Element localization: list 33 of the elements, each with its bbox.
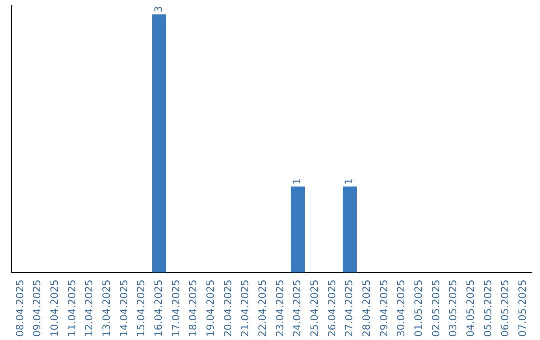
x-tick-label: 19.04.2025 — [206, 280, 217, 338]
x-tick-label: 04.05.2025 — [466, 280, 477, 338]
data-label: 3 — [154, 6, 165, 13]
x-tick-label: 05.05.2025 — [483, 280, 494, 338]
x-tick-label: 06.05.2025 — [500, 280, 512, 338]
x-tick-label: 15.04.2025 — [136, 280, 148, 338]
x-tick-label: 27.04.2025 — [344, 280, 356, 338]
x-tick-label: 25.04.2025 — [310, 280, 321, 338]
x-tick-label: 13.04.2025 — [102, 280, 113, 338]
x-tick-label: 29.04.2025 — [379, 280, 390, 338]
x-tick-label: 09.04.2025 — [32, 280, 44, 338]
x-tick-label: 08.04.2025 — [15, 280, 26, 338]
x-tick-label: 28.04.2025 — [362, 280, 373, 338]
x-tick-label: 07.05.2025 — [518, 280, 529, 338]
x-tick-label: 11.04.2025 — [67, 280, 78, 338]
x-tick-label: 18.04.2025 — [188, 280, 200, 338]
x-tick-label: 12.04.2025 — [84, 280, 96, 338]
x-tick-label: 10.04.2025 — [50, 280, 61, 338]
x-tick-label: 30.04.2025 — [396, 280, 408, 338]
x-tick-label: 01.05.2025 — [414, 280, 425, 338]
x-tick-label: 14.04.2025 — [119, 280, 130, 338]
x-tick-label: 20.04.2025 — [223, 280, 234, 338]
x-tick-label: 26.04.2025 — [327, 280, 338, 338]
x-tick-label: 17.04.2025 — [171, 280, 182, 338]
x-tick-label: 02.05.2025 — [431, 280, 442, 338]
x-tick-label: 24.04.2025 — [292, 280, 304, 338]
x-tick-label: 16.04.2025 — [154, 280, 165, 338]
x-tick-label: 03.05.2025 — [448, 280, 460, 338]
x-tick-label: 22.04.2025 — [258, 280, 269, 338]
data-label: 1 — [292, 178, 304, 185]
x-tick-label: 23.04.2025 — [275, 280, 286, 338]
data-label: 1 — [344, 178, 356, 185]
x-tick-label: 21.04.2025 — [240, 280, 252, 338]
